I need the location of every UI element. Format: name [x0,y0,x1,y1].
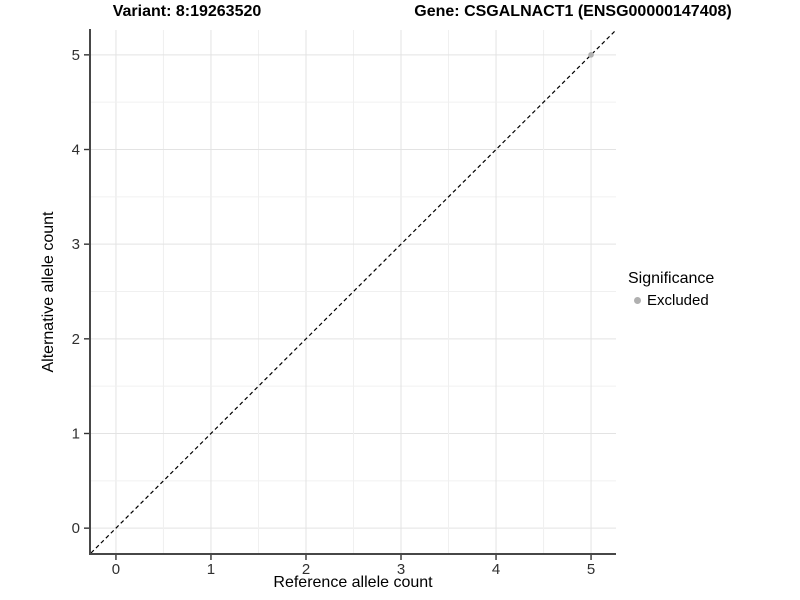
legend-item-label: Excluded [647,291,709,309]
y-tick-label: 1 [72,425,80,442]
x-tick-label: 0 [112,561,120,578]
y-tick-label: 5 [72,47,80,64]
y-tick-label: 0 [72,520,80,537]
y-tick-label: 3 [72,236,80,253]
plot-title-variant: Variant: 8:19263520 [112,3,262,20]
y-tick-label: 2 [72,331,80,348]
data-point [588,52,594,58]
legend-item-excluded: Excluded [628,291,714,309]
identity-line [90,29,617,554]
x-tick-label: 3 [397,561,405,578]
legend-key [628,291,646,309]
x-tick-label: 5 [587,561,595,578]
plot-title-gene: Gene: CSGALNACT1 (ENSG00000147408) [414,3,732,20]
legend: Significance Excluded [628,270,714,309]
y-tick-label: 4 [72,142,80,159]
x-axis-label: Reference allele count [273,574,433,591]
legend-title: Significance [628,270,715,287]
y-axis-label: Alternative allele count [40,211,57,373]
x-tick-label: 4 [492,561,500,578]
x-tick-label: 2 [302,561,310,578]
legend-point-icon [633,296,641,304]
x-tick-label: 1 [207,561,215,578]
